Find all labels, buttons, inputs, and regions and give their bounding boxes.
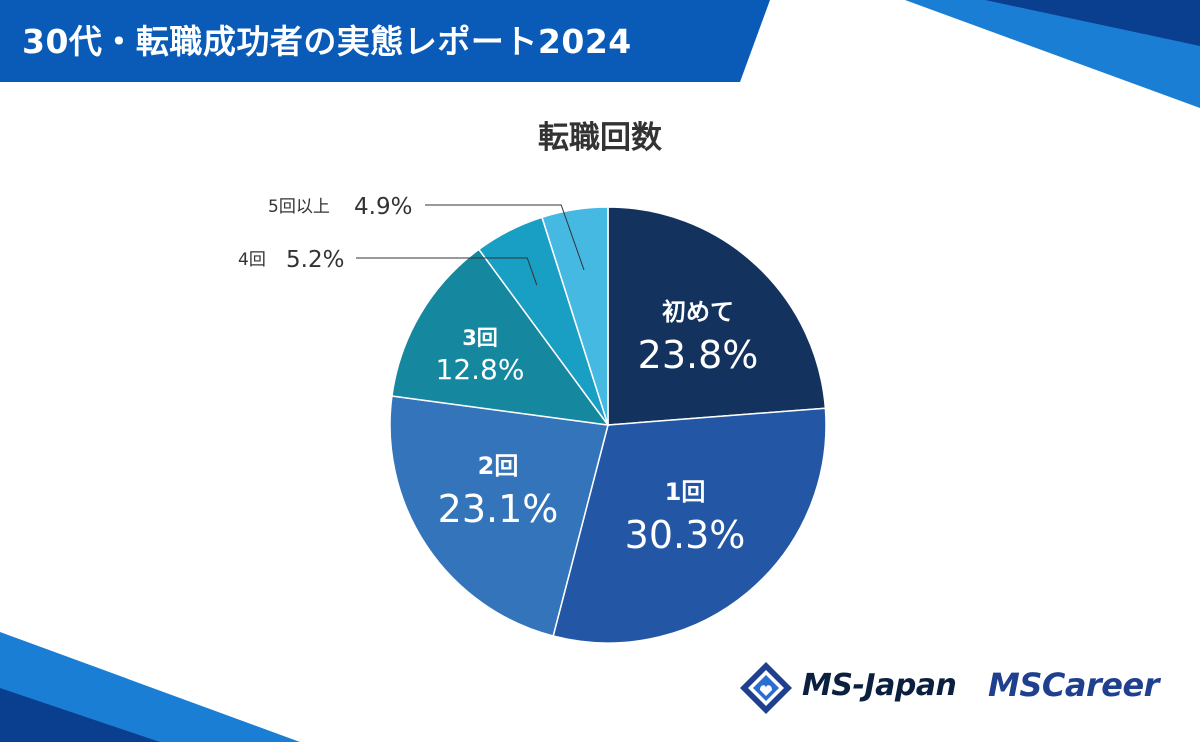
page-title: 30代・転職成功者の実態レポート2024 [22,22,632,61]
pie-slice [541,206,609,426]
chart-title: 転職回数 [538,120,662,156]
pie-slice [607,206,827,426]
slice-value-label: 5.2% [286,247,344,273]
ms-japan-logo-icon [740,662,792,714]
leader-line [356,257,538,286]
slice-value-label: 12.8% [436,353,525,386]
slice-label: 3回 [462,326,498,350]
slice-value-label: 4.9% [354,194,412,220]
slice-label: 5回以上 [268,197,330,217]
brand-mscareer: MSCareer [988,666,1159,704]
slice-value-label: 30.3% [625,513,746,557]
slice-label: 1回 [665,478,706,506]
slice-label: 2回 [478,452,519,480]
pie-slice [389,395,609,637]
title-banner-shape [0,0,770,82]
slice-label: 4回 [238,250,266,270]
top-right-stripe-dark [985,0,1200,46]
slice-label: 初めて [662,298,734,326]
slice-value-label: 23.1% [438,487,559,531]
slice-value-label: 23.8% [638,333,759,377]
bottom-left-stripe-dark [0,688,160,742]
pie-slice [552,407,827,644]
leader-line [425,204,585,271]
brand-ms-japan: MS-Japan [802,668,957,703]
